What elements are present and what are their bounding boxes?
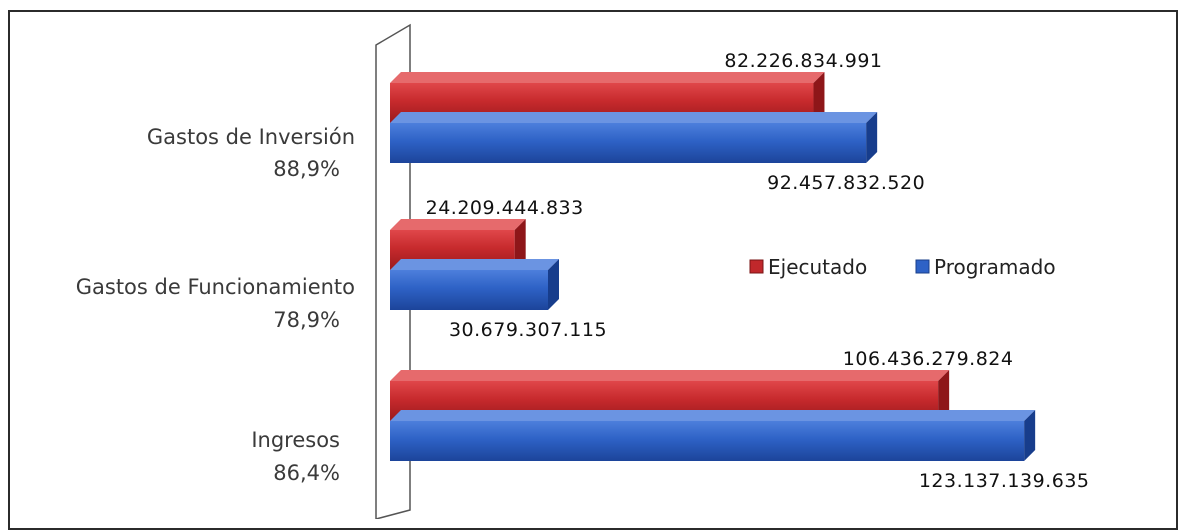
bar-ingresos-programado [390,410,1036,461]
category-labels: Gastos de Inversión 88,9% Gastos de Func… [76,125,355,485]
category-label-inversion: Gastos de Inversión [147,125,355,149]
legend-label-programado: Programado [934,255,1056,279]
bar-funcionamiento-programado [390,259,559,310]
bar-inversion-programado [390,112,878,163]
legend-item-programado: Programado [915,255,1056,279]
legend-swatch-ejecutado [749,259,764,274]
legend-item-ejecutado: Ejecutado [749,255,867,279]
category-label-ingresos: Ingresos [251,428,340,452]
value-label-inversion-ejecutado: 82.226.834.991 [724,50,882,72]
legend-label-ejecutado: Ejecutado [768,255,867,279]
category-percent-ingresos: 86,4% [273,461,340,485]
value-label-funcionamiento-programado: 30.679.307.115 [449,319,607,341]
legend-swatch-programado [915,259,930,274]
value-label-ingresos-programado: 123.137.139.635 [919,470,1090,492]
value-label-funcionamiento-ejecutado: 24.209.444.833 [426,197,584,219]
category-percent-funcionamiento: 78,9% [273,308,340,332]
category-percent-inversion: 88,9% [273,157,340,181]
value-label-inversion-programado: 92.457.832.520 [767,172,925,194]
bar-chart: 82.226.834.991 92.457.832.520 24.209.444.8… [76,23,1090,519]
category-label-funcionamiento: Gastos de Funcionamiento [76,275,355,299]
value-label-ingresos-ejecutado: 106.436.279.824 [843,348,1014,370]
legend: Ejecutado Programado [749,255,1056,279]
